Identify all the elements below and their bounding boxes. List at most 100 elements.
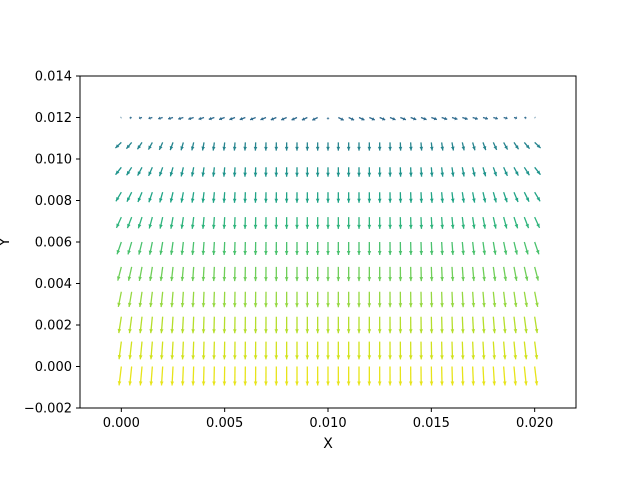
arrow-head xyxy=(253,172,258,177)
arrow-head xyxy=(169,250,174,255)
arrow-head xyxy=(377,303,382,308)
arrow-head xyxy=(138,302,143,308)
arrow-head xyxy=(126,170,131,176)
arrow-head xyxy=(264,277,268,282)
arrow-head xyxy=(233,381,237,386)
arrow-head xyxy=(429,277,434,282)
arrow-head xyxy=(492,276,497,281)
arrow-head xyxy=(148,250,153,255)
arrow-head xyxy=(388,381,392,386)
arrow-head xyxy=(514,171,519,176)
arrow-head xyxy=(326,198,330,203)
arrow-head xyxy=(117,381,122,386)
x-tick-label: 0.020 xyxy=(516,416,553,431)
arrow-head xyxy=(440,224,445,229)
arrow-head xyxy=(461,198,466,203)
arrow-head xyxy=(346,172,351,177)
arrow-head xyxy=(482,303,486,308)
arrow-head xyxy=(429,381,434,386)
arrow-head xyxy=(264,355,268,360)
arrow-head xyxy=(450,198,455,203)
arrow-head xyxy=(180,276,185,282)
arrow-head xyxy=(471,303,476,308)
arrow-head xyxy=(222,198,227,203)
arrow-head xyxy=(264,381,268,386)
arrow-head xyxy=(274,329,279,334)
arrow-head xyxy=(367,172,372,177)
arrow-head xyxy=(367,303,372,308)
arrow-head xyxy=(148,145,152,150)
arrow-head xyxy=(409,172,413,177)
arrow-head xyxy=(440,277,444,282)
arrow-head xyxy=(326,355,330,360)
arrow-head xyxy=(305,146,310,151)
arrow-head xyxy=(180,381,185,386)
arrow-head xyxy=(388,277,392,282)
arrow-head xyxy=(222,329,227,334)
arrow-head xyxy=(201,303,206,308)
arrow-head xyxy=(201,329,206,334)
arrow-head xyxy=(392,117,396,121)
arrow-head xyxy=(243,172,247,177)
arrow-head xyxy=(170,329,174,334)
arrow-head xyxy=(429,355,434,360)
arrow-head xyxy=(377,198,382,203)
arrow-head xyxy=(505,116,508,120)
arrow-head xyxy=(398,329,403,334)
arrow-head xyxy=(126,197,131,202)
arrow-head xyxy=(138,276,142,281)
arrow-head xyxy=(503,302,507,308)
arrow-head xyxy=(159,302,164,308)
y-tick-label: −0.002 xyxy=(24,402,72,417)
arrow-head xyxy=(495,116,498,120)
arrow-head xyxy=(336,277,341,282)
arrow-head xyxy=(471,355,476,360)
arrow-head xyxy=(250,117,254,121)
arrow-head xyxy=(326,277,330,282)
arrow-head xyxy=(137,171,142,176)
arrow-head xyxy=(284,198,289,203)
arrow-head xyxy=(440,381,444,386)
arrow-head xyxy=(525,116,527,120)
arrow-head xyxy=(461,172,466,177)
arrow-head xyxy=(159,224,163,229)
arrow-head xyxy=(450,250,455,255)
y-tick-label: 0.006 xyxy=(35,236,72,251)
arrow-head xyxy=(493,145,497,150)
arrow-head xyxy=(190,198,195,203)
arrow-head xyxy=(472,198,476,203)
arrow-head xyxy=(388,224,392,229)
arrow-head xyxy=(232,146,237,151)
arrow-head xyxy=(315,146,320,151)
arrow-head xyxy=(429,250,434,255)
arrow-head xyxy=(180,329,185,334)
arrow-head xyxy=(336,329,341,334)
arrow-head xyxy=(274,224,279,229)
arrow-head xyxy=(525,250,529,255)
arrow-head xyxy=(440,198,445,203)
arrow-head xyxy=(357,355,361,360)
arrow-head xyxy=(402,117,406,121)
arrow-head xyxy=(243,224,247,229)
arrow-head xyxy=(212,250,216,255)
arrow-head xyxy=(482,250,487,255)
arrow-head xyxy=(454,116,458,121)
arrow-head xyxy=(440,250,444,255)
arrow-head xyxy=(284,277,289,282)
arrow-head xyxy=(315,172,320,177)
arrow-head xyxy=(305,172,310,177)
arrow-head xyxy=(315,329,320,334)
arrow-head xyxy=(398,172,403,177)
arrow-head xyxy=(482,276,486,282)
arrow-head xyxy=(429,198,434,203)
arrow-head xyxy=(419,277,424,282)
arrow-head xyxy=(274,250,279,255)
arrow-head xyxy=(281,117,285,121)
arrow-head xyxy=(211,224,216,229)
arrow-head xyxy=(211,198,216,203)
arrow-head xyxy=(138,381,143,386)
arrow-head xyxy=(471,276,476,282)
arrow-head xyxy=(357,146,361,151)
arrow-head xyxy=(444,116,448,121)
arrow-head xyxy=(514,276,518,281)
